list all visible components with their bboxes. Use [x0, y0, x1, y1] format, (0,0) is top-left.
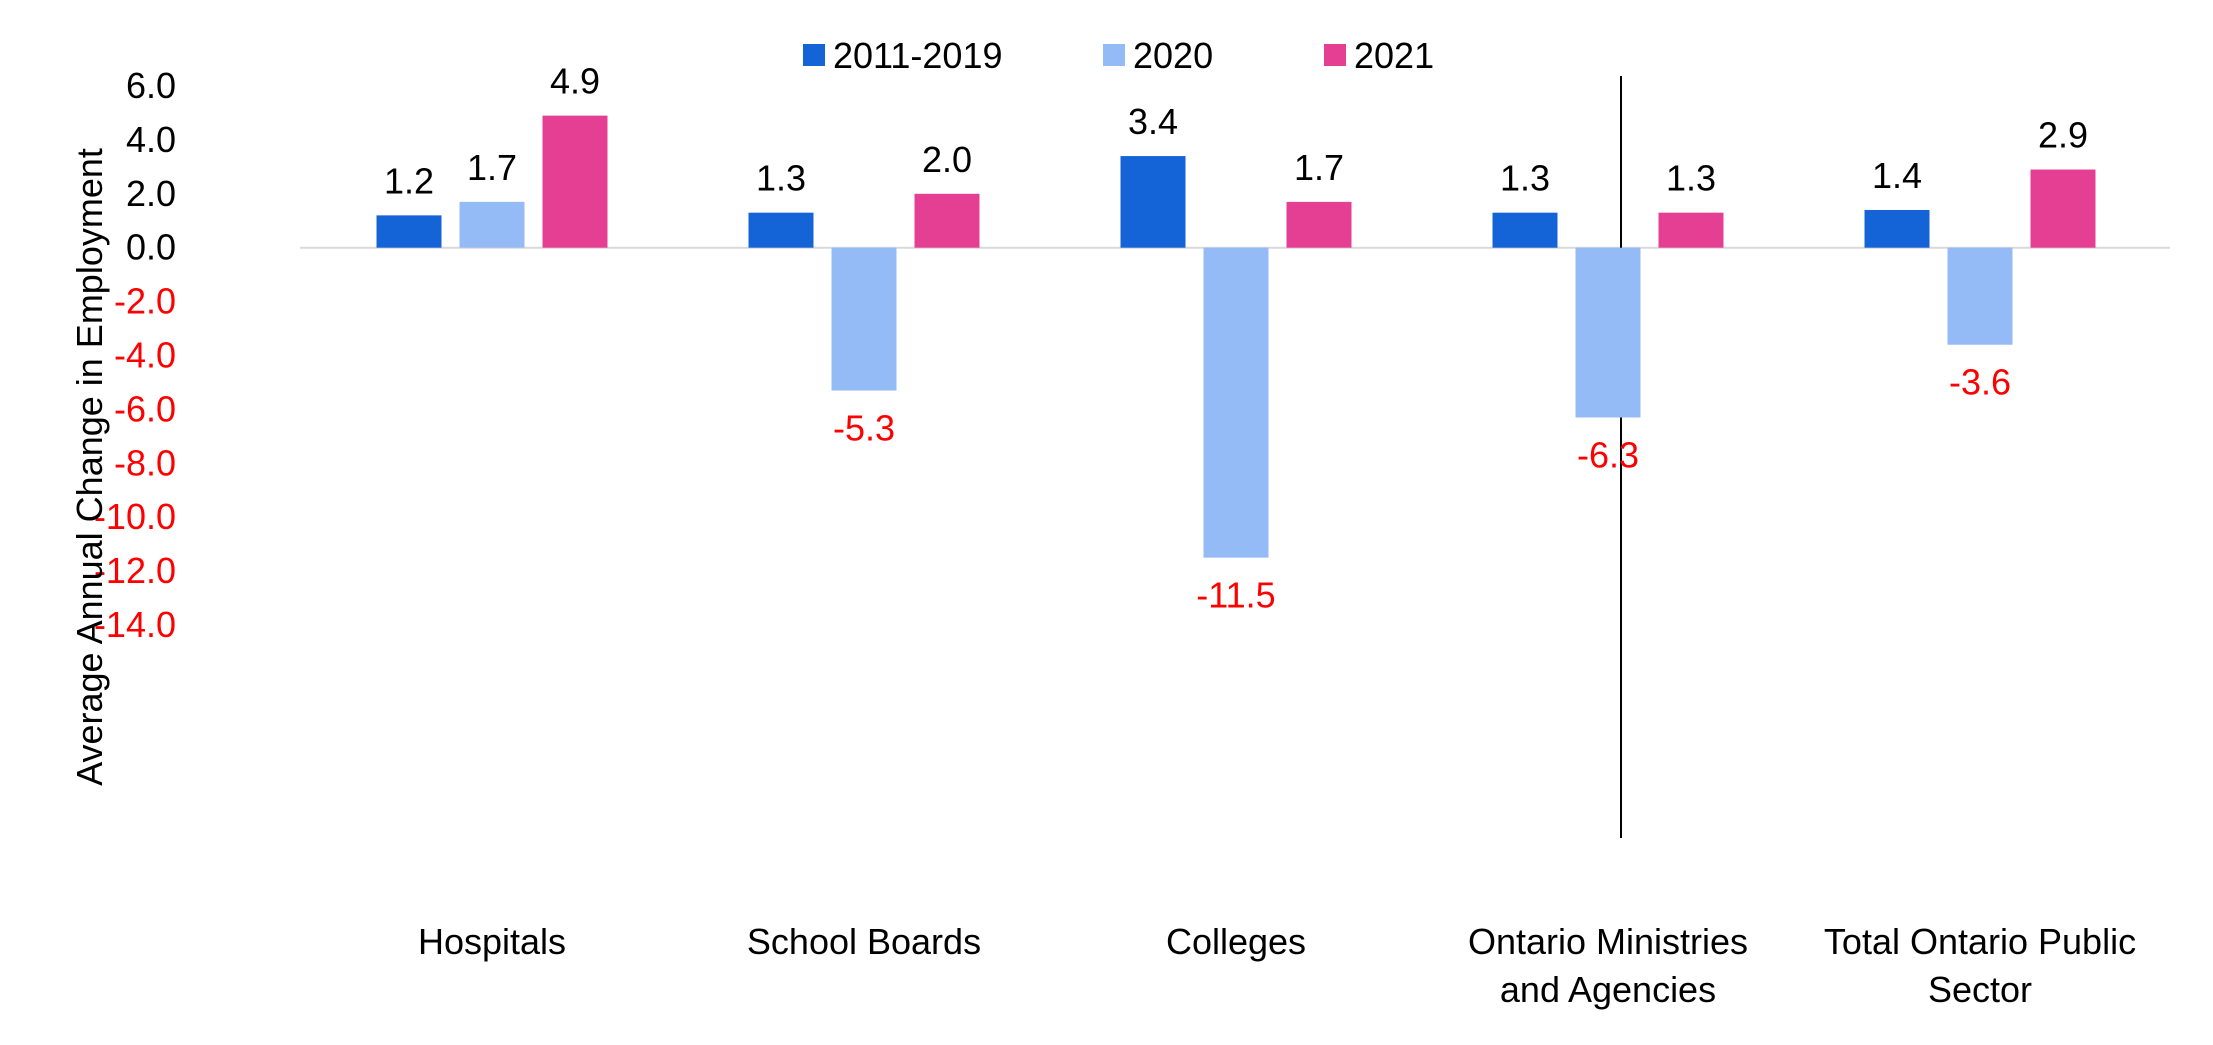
data-label: 2.9 [2038, 115, 2088, 156]
y-tick-label: -6.0 [114, 388, 176, 429]
y-tick-label: -2.0 [114, 281, 176, 322]
bars [376, 115, 2096, 558]
bar [376, 215, 442, 248]
category-label: School Boards [747, 921, 981, 962]
y-tick-label: 0.0 [126, 227, 176, 268]
category-label: Total Ontario Public [1824, 921, 2136, 962]
bar [1947, 247, 2013, 345]
data-label: 1.2 [384, 160, 434, 201]
data-label: 1.7 [467, 147, 517, 188]
y-tick-label: 4.0 [126, 119, 176, 160]
data-label: -11.5 [1196, 575, 1275, 616]
y-tick-label: -14.0 [94, 604, 176, 645]
bar [831, 247, 897, 391]
data-label: 4.9 [550, 61, 600, 102]
y-tick-label: 2.0 [126, 173, 176, 214]
bar [1658, 212, 1724, 248]
y-tick-label: 6.0 [126, 65, 176, 106]
bar [1203, 247, 1269, 558]
y-axis: 6.0 4.0 2.0 0.0 -2.0 -4.0 -6.0 -8.0 -10.0 -12.0 -1… [94, 65, 176, 645]
bar [1286, 201, 1352, 248]
category-label: Sector [1928, 969, 2032, 1010]
y-tick-label: -12.0 [94, 550, 176, 591]
bar [1575, 247, 1641, 418]
legend-swatch [1324, 44, 1346, 66]
y-tick-label: -10.0 [94, 496, 176, 537]
category-label: Hospitals [418, 921, 566, 962]
y-axis-title: Average Annual Change in Employment [69, 148, 110, 786]
data-label: 1.3 [756, 158, 806, 199]
bar [542, 115, 608, 248]
legend-label: 2011-2019 [833, 35, 1003, 76]
bar [1492, 212, 1558, 248]
category-label: and Agencies [1500, 969, 1716, 1010]
legend: 2011-2019 2020 2021 [803, 35, 1434, 76]
bar [1864, 209, 1930, 248]
y-tick-label: -4.0 [114, 335, 176, 376]
bar [1120, 156, 1186, 248]
data-label: -3.6 [1949, 362, 2011, 403]
data-label: -5.3 [833, 408, 895, 449]
legend-swatch [803, 44, 825, 66]
category-label: Ontario Ministries [1468, 921, 1748, 962]
data-label: -6.3 [1577, 434, 1639, 475]
bar [914, 193, 980, 248]
category-label: Colleges [1166, 921, 1306, 962]
legend-label: 2021 [1354, 35, 1434, 76]
data-label: 1.3 [1500, 158, 1550, 199]
legend-label: 2020 [1133, 35, 1213, 76]
data-label: 1.7 [1294, 147, 1344, 188]
data-label: 1.3 [1666, 158, 1716, 199]
x-axis: Hospitals School Boards Colleges Ontario Mi… [418, 921, 2136, 1010]
data-label: 3.4 [1128, 101, 1178, 142]
y-tick-label: -8.0 [114, 442, 176, 483]
data-label: 2.0 [922, 139, 972, 180]
data-label: 1.4 [1872, 155, 1922, 196]
data-labels: 1.2 1.7 4.9 1.3 -5.3 2.0 3.4 -11.5 1.7 1.3 -6.3 1.3… [384, 61, 2088, 616]
bar [748, 212, 814, 248]
bar [2030, 169, 2096, 248]
bar [459, 201, 525, 248]
legend-swatch [1103, 44, 1125, 66]
